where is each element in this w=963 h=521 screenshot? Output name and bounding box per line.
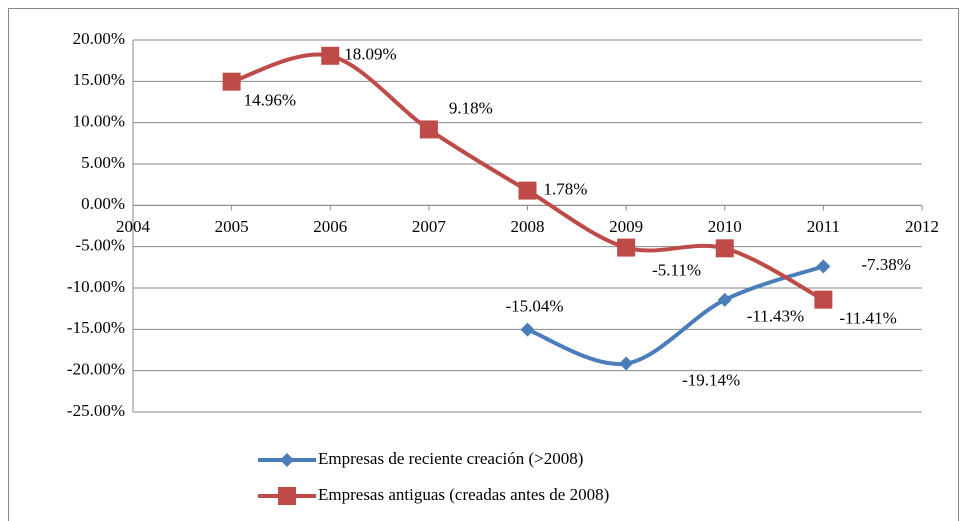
data-label: -19.14%: [682, 370, 740, 389]
data-label: 14.96%: [244, 91, 296, 110]
data-label: 18.09%: [344, 45, 396, 64]
x-tick-label: 2006: [313, 217, 347, 236]
x-tick-label: 2005: [215, 217, 249, 236]
x-tick-label: 2004: [116, 217, 151, 236]
y-tick-label: -25.00%: [67, 401, 125, 420]
x-tick-label: 2009: [609, 217, 643, 236]
data-label: -5.11%: [652, 260, 701, 279]
x-tick-label: 2011: [807, 217, 840, 236]
series-line: [526, 264, 825, 367]
y-tick-label: 20.00%: [73, 29, 125, 48]
data-label: -11.41%: [839, 309, 896, 328]
point: [715, 239, 734, 258]
legend-label: Empresas antiguas (creadas antes de 2008…: [318, 485, 609, 504]
data-label: -7.38%: [861, 255, 911, 274]
point: [814, 290, 833, 309]
point: [717, 292, 732, 307]
point: [518, 181, 537, 200]
data-label: 1.78%: [544, 180, 588, 199]
y-tick-label: 0.00%: [81, 194, 125, 213]
point: [619, 356, 634, 371]
x-tick-label: 2007: [412, 217, 447, 236]
x-tick-label: 2010: [708, 217, 742, 236]
point: [419, 120, 438, 139]
legend-marker: [280, 453, 294, 467]
y-tick-label: -15.00%: [67, 318, 125, 337]
x-tick-label: 2008: [511, 217, 545, 236]
y-tick-label: -5.00%: [75, 236, 125, 255]
data-label: -15.04%: [506, 297, 564, 316]
data-label: -11.43%: [747, 307, 804, 326]
point: [816, 259, 831, 274]
y-tick-label: 5.00%: [81, 153, 125, 172]
y-tick-label: 15.00%: [73, 70, 125, 89]
series-line: [231, 52, 825, 302]
y-tick-label: -20.00%: [67, 360, 125, 379]
data-label: 9.18%: [449, 98, 493, 117]
point: [222, 72, 241, 91]
point: [617, 238, 636, 257]
y-tick-label: 10.00%: [73, 112, 125, 131]
y-tick-label: -10.00%: [67, 277, 125, 296]
chart-border: [8, 8, 959, 521]
x-tick-label: 2012: [905, 217, 939, 236]
point: [520, 322, 535, 337]
legend-marker: [278, 487, 296, 505]
point: [321, 46, 340, 65]
legend-label: Empresas de reciente creación (>2008): [318, 449, 583, 468]
